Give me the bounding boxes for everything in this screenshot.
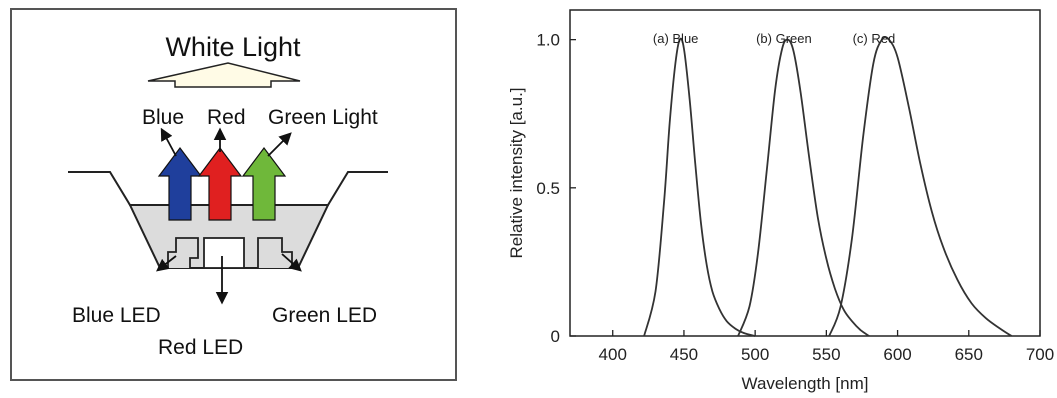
- series-line-cred: [828, 36, 1012, 337]
- x-tick-label: 700: [1026, 345, 1054, 364]
- x-axis-label: Wavelength [nm]: [742, 374, 869, 393]
- x-tick-label: 650: [955, 345, 983, 364]
- series-line-ablue: [643, 37, 756, 337]
- red-led-chip: [203, 237, 245, 269]
- red-arrow-icon: [197, 147, 243, 221]
- white-light-label: White Light: [165, 32, 301, 62]
- green-light-label: Green Light: [268, 106, 378, 129]
- series-layer: [643, 36, 1012, 337]
- y-axis-label: Relative intensity [a.u.]: [507, 87, 526, 258]
- green-emission-pointer-icon: [267, 132, 292, 157]
- blue-led-pointer-icon: [156, 255, 177, 272]
- blue-light-label: Blue: [142, 106, 184, 129]
- y-tick-label: 0.5: [536, 179, 560, 198]
- x-tick-label: 450: [670, 345, 698, 364]
- green-led-pointer-icon: [281, 253, 302, 272]
- blue-led-chip: [167, 237, 199, 268]
- blue-led-label: Blue LED: [72, 304, 161, 327]
- series-labels: (a) Blue (b) Green (c) Red: [653, 31, 895, 46]
- y-axis: 0 0.5 1.0: [536, 31, 576, 346]
- x-tick-label: 550: [812, 345, 840, 364]
- series-label-cred: (c) Red: [853, 31, 896, 46]
- series-line-bgreen: [737, 38, 870, 337]
- blue-arrow-icon: [157, 147, 203, 221]
- red-led-label: Red LED: [158, 336, 243, 359]
- series-label-ablue: (a) Blue: [653, 31, 699, 46]
- green-arrow-icon: [241, 147, 287, 221]
- x-axis: 400 450 500 550 600 650 700: [599, 330, 1054, 364]
- green-led-label: Green LED: [272, 304, 377, 327]
- red-light-label: Red: [207, 106, 246, 129]
- x-tick-label: 600: [883, 345, 911, 364]
- emission-spectra-chart: 0 0.5 1.0 400 450 500 550 600 650 700 (a) Blue (b…: [507, 9, 1054, 393]
- x-tick-label: 400: [599, 345, 627, 364]
- series-label-bgreen: (b) Green: [756, 31, 812, 46]
- x-tick-label: 500: [741, 345, 769, 364]
- blue-emission-pointer-icon: [160, 127, 177, 157]
- rgb-led-diagram: White Light Blue Red Green Light Blue LE…: [10, 8, 457, 381]
- plot-frame: [569, 9, 1041, 337]
- y-tick-label: 0: [551, 327, 560, 346]
- white-light-arrow-icon: [147, 62, 301, 88]
- green-led-chip: [257, 237, 293, 268]
- y-tick-label: 1.0: [536, 31, 560, 50]
